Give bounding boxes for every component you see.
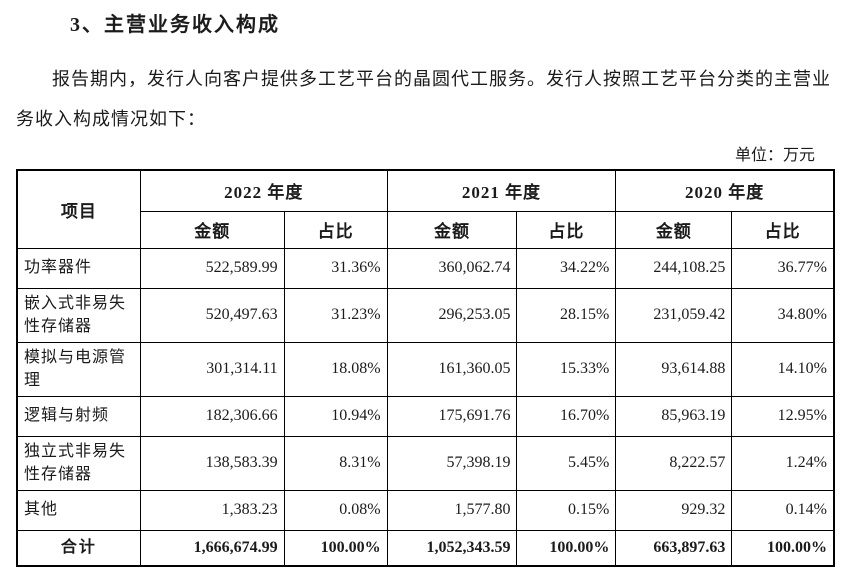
total-ratio-2020: 100.00% — [731, 529, 835, 567]
row-item-label: 逻辑与射频 — [16, 395, 141, 437]
cell-ratio-2020: 14.10% — [731, 341, 835, 397]
cell-amount-2022: 522,589.99 — [139, 247, 285, 289]
table-row-total: 合计 1,666,674.99 100.00% 1,052,343.59 100… — [16, 529, 835, 567]
table-row-embedded-nvm: 嵌入式非易失性存储器 520,497.63 31.23% 296,253.05 … — [16, 287, 835, 343]
unit-label: 单位：万元 — [734, 147, 815, 164]
cell-amount-2020: 929.32 — [615, 489, 733, 531]
total-amount-2020: 663,897.63 — [615, 529, 733, 567]
cell-amount-2022: 520,497.63 — [139, 287, 285, 343]
total-ratio-2022: 100.00% — [283, 529, 388, 567]
total-amount-2022: 1,666,674.99 — [139, 529, 285, 567]
table-row-power-devices: 功率器件 522,589.99 31.36% 360,062.74 34.22%… — [16, 247, 835, 289]
col-header-amount-2021: 金额 — [386, 210, 518, 249]
table-row-analog-power-mgmt: 模拟与电源管理 301,314.11 18.08% 161,360.05 15.… — [16, 341, 835, 397]
cell-ratio-2022: 18.08% — [283, 341, 388, 397]
table-row-others: 其他 1,383.23 0.08% 1,577.80 0.15% 929.32 … — [16, 489, 835, 531]
table-row-logic-rf: 逻辑与射频 182,306.66 10.94% 175,691.76 16.70… — [16, 395, 835, 437]
cell-amount-2022: 182,306.66 — [139, 395, 285, 437]
row-item-label: 功率器件 — [16, 247, 141, 289]
cell-ratio-2020: 12.95% — [731, 395, 835, 437]
col-header-amount-2020: 金额 — [615, 210, 733, 249]
cell-ratio-2022: 31.23% — [283, 287, 388, 343]
cell-amount-2021: 296,253.05 — [386, 287, 518, 343]
revenue-composition-table: 项目 2022 年度 2021 年度 2020 年度 金额 占比 金额 占比 金… — [16, 169, 835, 567]
cell-amount-2020: 8,222.57 — [615, 435, 733, 491]
cell-amount-2020: 244,108.25 — [615, 247, 733, 289]
cell-amount-2020: 85,963.19 — [615, 395, 733, 437]
cell-ratio-2021: 28.15% — [516, 287, 617, 343]
cell-ratio-2021: 16.70% — [516, 395, 617, 437]
cell-amount-2020: 231,059.42 — [615, 287, 733, 343]
table-row-standalone-nvm: 独立式非易失性存储器 138,583.39 8.31% 57,398.19 5.… — [16, 435, 835, 491]
row-item-label: 独立式非易失性存储器 — [16, 435, 141, 491]
cell-ratio-2022: 10.94% — [283, 395, 388, 437]
cell-ratio-2022: 31.36% — [283, 247, 388, 289]
intro-paragraph: 报告期内，发行人向客户提供多工艺平台的晶圆代工服务。发行人按照工艺平台分类的主营… — [16, 69, 831, 129]
col-header-ratio-2021: 占比 — [516, 210, 617, 249]
row-item-label: 嵌入式非易失性存储器 — [16, 287, 141, 343]
cell-amount-2022: 1,383.23 — [139, 489, 285, 531]
cell-ratio-2021: 0.15% — [516, 489, 617, 531]
row-item-label: 其他 — [16, 489, 141, 531]
cell-ratio-2021: 15.33% — [516, 341, 617, 397]
row-item-label: 模拟与电源管理 — [16, 341, 141, 397]
col-header-year-2020: 2020 年度 — [615, 169, 835, 212]
cell-amount-2022: 301,314.11 — [139, 341, 285, 397]
col-header-ratio-2020: 占比 — [731, 210, 835, 249]
total-ratio-2021: 100.00% — [516, 529, 617, 567]
col-header-year-2022: 2022 年度 — [139, 169, 388, 212]
col-header-year-2021: 2021 年度 — [386, 169, 617, 212]
cell-ratio-2021: 34.22% — [516, 247, 617, 289]
cell-ratio-2021: 5.45% — [516, 435, 617, 491]
cell-ratio-2022: 8.31% — [283, 435, 388, 491]
header-row-years: 项目 2022 年度 2021 年度 2020 年度 — [16, 169, 835, 249]
col-header-ratio-2022: 占比 — [283, 210, 388, 249]
cell-ratio-2020: 0.14% — [731, 489, 835, 531]
cell-amount-2021: 57,398.19 — [386, 435, 518, 491]
cell-ratio-2020: 34.80% — [731, 287, 835, 343]
cell-amount-2021: 161,360.05 — [386, 341, 518, 397]
col-header-item: 项目 — [16, 169, 141, 249]
cell-amount-2021: 175,691.76 — [386, 395, 518, 437]
cell-amount-2020: 93,614.88 — [615, 341, 733, 397]
col-header-amount-2022: 金额 — [139, 210, 285, 249]
cell-ratio-2022: 0.08% — [283, 489, 388, 531]
section-title: 3、主营业务收入构成 — [70, 14, 280, 36]
cell-amount-2021: 1,577.80 — [386, 489, 518, 531]
cell-ratio-2020: 36.77% — [731, 247, 835, 289]
cell-amount-2022: 138,583.39 — [139, 435, 285, 491]
header-row-sub: 金额 占比 金额 占比 金额 占比 — [17, 210, 835, 249]
total-label: 合计 — [16, 529, 141, 567]
total-amount-2021: 1,052,343.59 — [386, 529, 518, 567]
cell-ratio-2020: 1.24% — [731, 435, 835, 491]
cell-amount-2021: 360,062.74 — [386, 247, 518, 289]
